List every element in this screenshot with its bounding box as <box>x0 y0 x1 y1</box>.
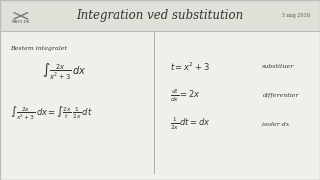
Text: Bestem integralet: Bestem integralet <box>10 46 67 51</box>
Text: MATX.DK: MATX.DK <box>12 20 30 24</box>
Text: $t = x^2 + 3$: $t = x^2 + 3$ <box>170 60 210 73</box>
Text: $\frac{dt}{dx} = 2x$: $\frac{dt}{dx} = 2x$ <box>170 87 200 104</box>
Text: isoler dx: isoler dx <box>262 122 290 127</box>
Text: 5 maj 2018: 5 maj 2018 <box>282 13 310 18</box>
Text: $\int \frac{2x}{x^2+3}\,dx = \int \frac{2x}{t}\,\frac{1}{2x}\,dt$: $\int \frac{2x}{x^2+3}\,dx = \int \frac{… <box>10 104 92 122</box>
Bar <box>0 0 320 31</box>
Text: substituer: substituer <box>262 64 295 69</box>
Text: $\int \frac{2x}{x^2+3}\,dx$: $\int \frac{2x}{x^2+3}\,dx$ <box>42 62 86 82</box>
Text: differentier: differentier <box>262 93 299 98</box>
Text: Integration ved substitution: Integration ved substitution <box>76 9 244 22</box>
Text: $\frac{1}{2x}\,dt = dx$: $\frac{1}{2x}\,dt = dx$ <box>170 116 211 132</box>
